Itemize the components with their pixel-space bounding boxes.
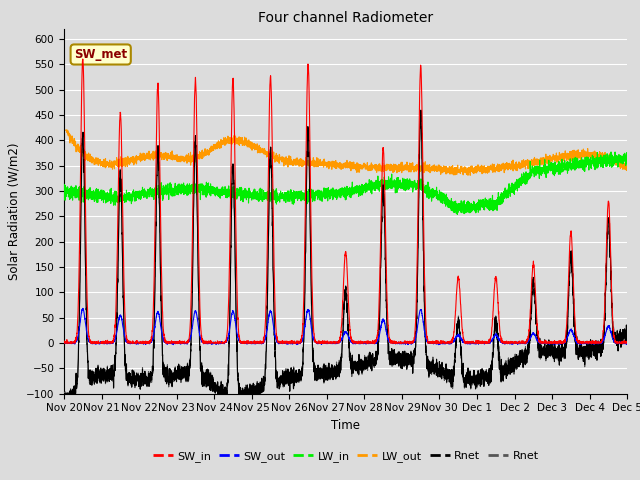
SW_out — [435, 342, 442, 348]
SW_out — [441, 341, 449, 347]
LW_out — [623, 166, 631, 171]
LW_in — [441, 198, 449, 204]
LW_in — [161, 185, 169, 191]
LW_out — [504, 167, 512, 173]
LW_out — [467, 172, 474, 178]
LW_out — [441, 166, 449, 171]
Rnet2 — [417, 107, 425, 113]
LW_in — [472, 207, 480, 213]
Rnet — [417, 108, 425, 113]
Rnet2 — [325, 362, 333, 368]
Rnet — [504, 365, 512, 371]
Text: SW_met: SW_met — [74, 48, 127, 61]
SW_in — [504, 340, 512, 346]
Rnet — [623, 326, 630, 332]
SW_in — [472, 339, 480, 345]
Rnet — [441, 371, 449, 376]
LW_in — [623, 154, 630, 159]
Y-axis label: Solar Radiation (W/m2): Solar Radiation (W/m2) — [7, 143, 20, 280]
Rnet — [324, 368, 332, 373]
SW_out — [623, 339, 630, 345]
SW_in — [161, 337, 169, 343]
LW_in — [454, 212, 461, 217]
LW_out — [472, 165, 480, 171]
SW_in — [60, 340, 68, 346]
LW_out — [623, 167, 630, 172]
Rnet2 — [623, 328, 630, 334]
Line: Rnet2: Rnet2 — [64, 110, 627, 394]
SW_out — [161, 340, 169, 346]
SW_out — [325, 340, 333, 346]
LW_in — [324, 187, 332, 192]
SW_out — [623, 340, 631, 346]
Line: Rnet: Rnet — [64, 110, 627, 394]
Rnet2 — [623, 331, 631, 337]
Title: Four channel Radiometer: Four channel Radiometer — [258, 11, 433, 25]
SW_out — [472, 340, 480, 346]
LW_in — [623, 156, 631, 162]
Rnet — [623, 332, 631, 337]
SW_in — [623, 340, 630, 346]
Rnet2 — [161, 372, 169, 378]
SW_in — [325, 340, 333, 346]
Rnet2 — [472, 376, 480, 382]
SW_out — [60, 339, 68, 345]
Rnet — [472, 381, 480, 387]
Legend: SW_in, SW_out, LW_in, LW_out, Rnet, Rnet: SW_in, SW_out, LW_in, LW_out, Rnet, Rnet — [148, 446, 543, 467]
Line: SW_out: SW_out — [64, 308, 627, 345]
LW_in — [60, 185, 68, 191]
Rnet2 — [60, 389, 68, 395]
Rnet — [161, 371, 169, 376]
Rnet2 — [504, 362, 512, 368]
Rnet2 — [441, 368, 449, 373]
Rnet — [60, 391, 68, 396]
LW_out — [324, 159, 332, 165]
SW_in — [441, 340, 449, 346]
LW_in — [607, 149, 615, 155]
X-axis label: Time: Time — [331, 419, 360, 432]
SW_out — [79, 305, 86, 311]
LW_out — [60, 127, 68, 133]
Rnet2 — [60, 391, 68, 396]
Line: LW_in: LW_in — [64, 152, 627, 215]
Line: LW_out: LW_out — [64, 130, 627, 175]
SW_in — [623, 340, 631, 346]
SW_out — [504, 340, 512, 346]
LW_out — [161, 154, 169, 159]
LW_in — [504, 191, 512, 197]
Line: SW_in: SW_in — [64, 59, 627, 343]
SW_in — [79, 56, 86, 62]
